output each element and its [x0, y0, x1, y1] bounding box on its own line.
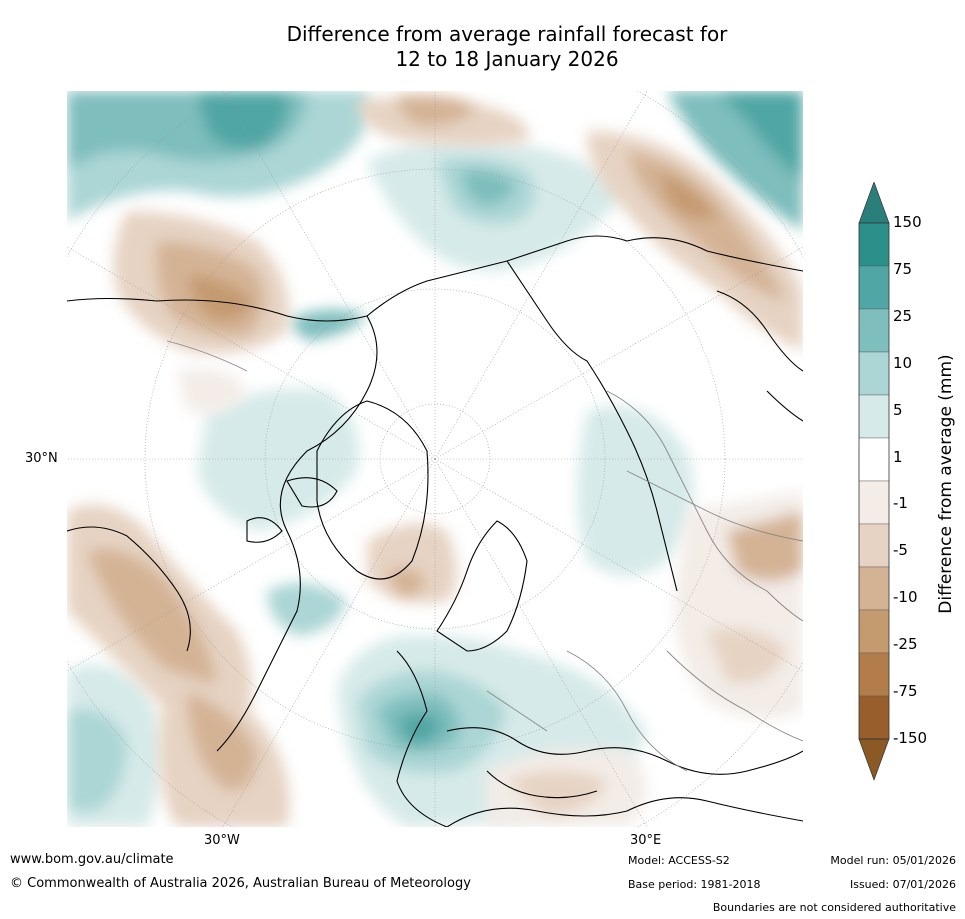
- colorbar-tick-label: -1: [893, 494, 908, 513]
- colorbar-border: [858, 222, 890, 740]
- colorbar-bottom-arrow: [858, 738, 890, 782]
- colorbar-tick-label: 25: [893, 306, 913, 325]
- rainfall-map: [67, 91, 803, 827]
- latitude-label-30n: 30°N: [25, 451, 58, 466]
- colorbar-title: Difference from average (mm): [936, 354, 956, 614]
- colorbar-cell: [858, 437, 890, 482]
- colorbar-tick-label: -75: [893, 682, 918, 701]
- footer-base-period: Base period: 1981-2018: [628, 878, 761, 891]
- colorbar-tick-label: -150: [893, 729, 928, 747]
- title-line-2: 12 to 18 January 2026: [395, 47, 619, 71]
- colorbar-cell: [858, 308, 890, 353]
- graticule: [67, 91, 803, 827]
- colorbar-cell: [858, 222, 890, 267]
- colorbar-tick-label: 10: [893, 353, 913, 372]
- longitude-label-30w: 30°W: [204, 833, 240, 848]
- colorbar: [858, 180, 890, 786]
- coastlines: [67, 235, 803, 827]
- borders: [166, 340, 803, 772]
- colorbar-cell: [858, 652, 890, 697]
- colorbar-cell: [858, 351, 890, 396]
- colorbar-top-arrow: [858, 180, 890, 224]
- colorbar-cell: [858, 265, 890, 310]
- footer-copyright: © Commonwealth of Australia 2026, Austra…: [10, 876, 471, 891]
- title-line-1: Difference from average rainfall forecas…: [286, 22, 728, 46]
- rainfall-anomaly-shading: [67, 91, 803, 827]
- footer-model-run: Model run: 05/01/2026: [830, 854, 956, 867]
- colorbar-cells: [858, 222, 890, 740]
- colorbar-tick-label: 5: [893, 400, 903, 419]
- footer-issued: Issued: 07/01/2026: [849, 878, 956, 891]
- colorbar-tick-label: -25: [893, 635, 918, 654]
- colorbar-tick-label: -5: [893, 541, 908, 560]
- map-svg: [67, 91, 803, 827]
- footer-model: Model: ACCESS-S2: [628, 854, 730, 867]
- colorbar-svg: [858, 180, 890, 782]
- footer-boundaries-note: Boundaries are not considered authoritat…: [712, 901, 956, 914]
- longitude-label-30e: 30°E: [630, 833, 662, 848]
- map-title: Difference from average rainfall forecas…: [207, 22, 807, 72]
- colorbar-tick-label: 75: [893, 259, 913, 278]
- colorbar-cell: [858, 609, 890, 654]
- colorbar-tick-label: -10: [893, 588, 918, 607]
- colorbar-cell: [858, 480, 890, 525]
- colorbar-tick-label: 1: [893, 447, 903, 466]
- colorbar-tick-label: 150: [893, 213, 922, 231]
- colorbar-cell: [858, 394, 890, 439]
- colorbar-cell: [858, 695, 890, 740]
- colorbar-cell: [858, 523, 890, 568]
- footer-website: www.bom.gov.au/climate: [10, 852, 174, 867]
- colorbar-cell: [858, 566, 890, 611]
